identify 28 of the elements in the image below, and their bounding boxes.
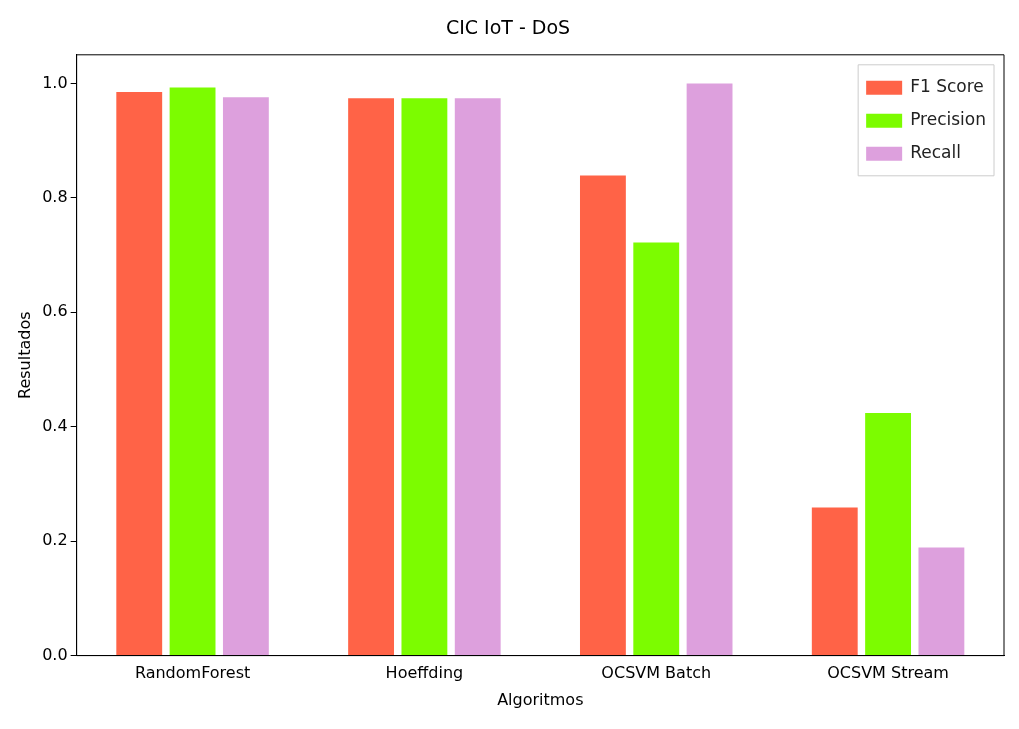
chart-title: CIC IoT - DoS <box>445 16 571 39</box>
y-tick-label: 0.2 <box>42 530 68 550</box>
bar <box>633 242 680 656</box>
y-tick-label: 0.8 <box>42 187 68 206</box>
legend-label: F1 Score <box>910 76 984 97</box>
x-axis-title: Algoritmos <box>497 689 584 709</box>
x-tick-label: OCSVM Stream <box>827 663 949 683</box>
bar <box>401 98 448 656</box>
x-tick-label: RandomForest <box>134 663 251 683</box>
y-tick-label: 1.0 <box>42 72 68 92</box>
y-tick-label: 0.6 <box>42 301 68 321</box>
y-tick-label: 0.0 <box>42 644 68 664</box>
bar <box>348 98 395 656</box>
bar <box>222 97 269 656</box>
bar <box>686 83 733 656</box>
bar <box>865 412 912 656</box>
y-tick-label: 0.4 <box>42 415 68 435</box>
legend-label: Recall <box>910 142 961 163</box>
bar <box>116 91 163 656</box>
bar <box>918 547 965 656</box>
bar <box>579 175 626 656</box>
bar <box>811 507 858 656</box>
bar <box>454 98 501 656</box>
legend-label: Precision <box>910 109 987 130</box>
bar <box>169 87 216 656</box>
x-tick-label: Hoeffding <box>385 663 464 683</box>
y-axis-title: Resultados <box>14 311 34 399</box>
x-tick-label: OCSVM Batch <box>601 663 712 683</box>
